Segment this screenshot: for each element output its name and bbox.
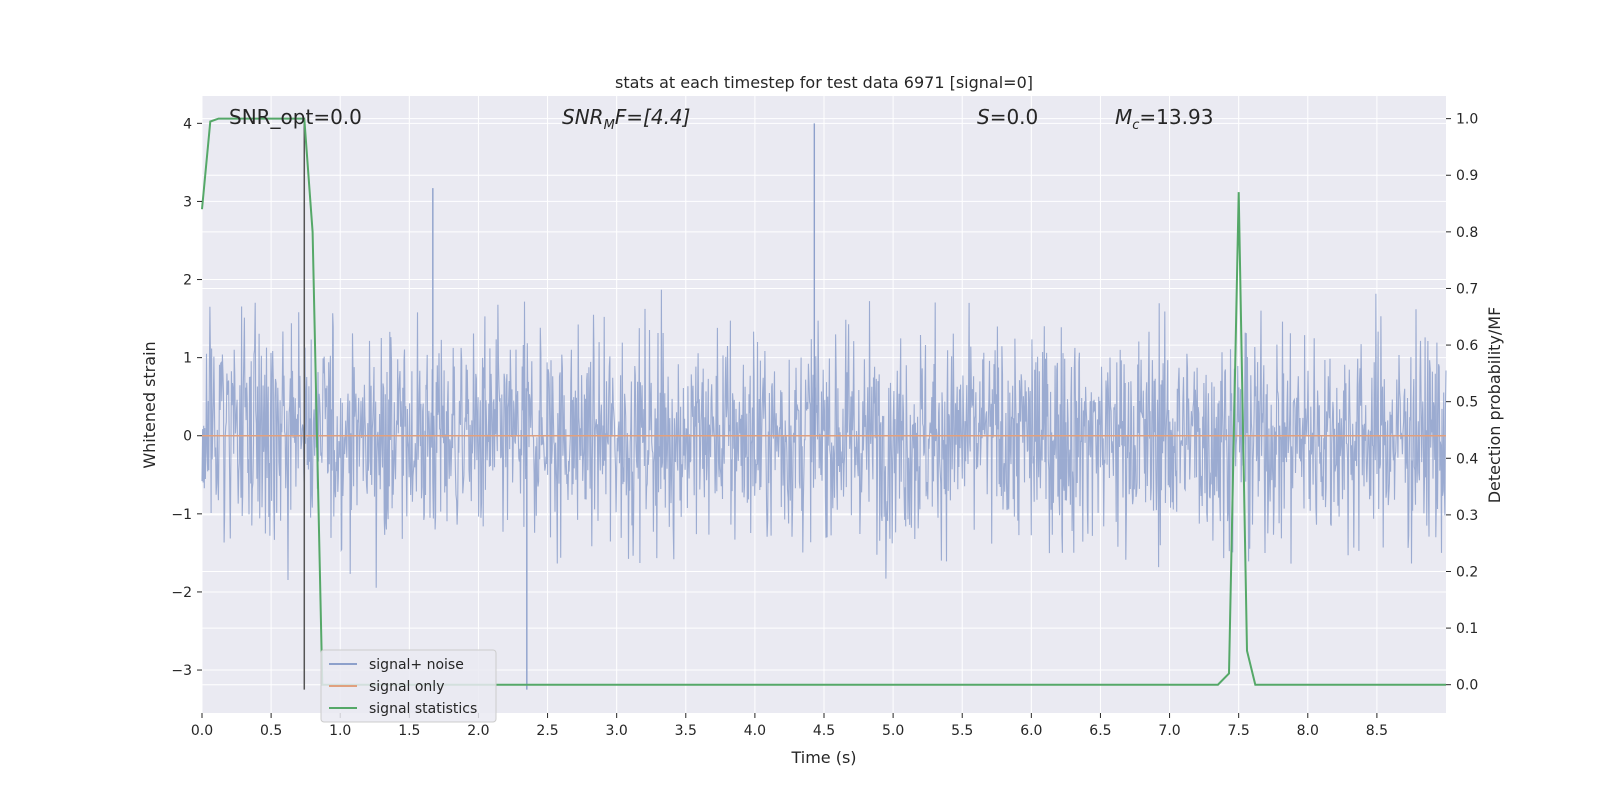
y-tick-label: −2 [171, 585, 192, 601]
legend-box [320, 649, 497, 723]
x-tick-label: 3.0 [606, 723, 628, 739]
y2-tick-label: 0.9 [1456, 168, 1478, 184]
x-axis-ticks: 0.0 0.5 1.0 1.5 2.0 2.5 3.0 3.5 4.0 4.5 5.0 5.5 6.0 6… [191, 713, 1388, 739]
legend-label-statistics: signal statistics [369, 701, 477, 717]
mc-base: M [1115, 105, 1132, 129]
legend-label-signal-only: signal only [369, 679, 444, 695]
y-tick-label: −3 [171, 663, 192, 679]
x-tick-label: 1.0 [329, 723, 351, 739]
y2-tick-label: 0.0 [1456, 678, 1478, 694]
x-tick-label: 2.0 [467, 723, 489, 739]
snr-mf-annotation: SNRMF=[4.4] [562, 105, 690, 133]
y2-axis-label: Detection probability/MF [1485, 307, 1504, 504]
x-tick-label: 8.0 [1297, 723, 1319, 739]
x-tick-label: 4.0 [744, 723, 766, 739]
mc-rest: =13.93 [1139, 105, 1213, 129]
y2-tick-label: 0.7 [1456, 281, 1478, 297]
y2-tick-label: 0.5 [1456, 395, 1478, 411]
x-tick-label: 5.5 [951, 723, 973, 739]
x-tick-label: 0.0 [191, 723, 213, 739]
mc-annotation: Mc=13.93 [1115, 105, 1213, 133]
x-tick-label: 5.0 [882, 723, 904, 739]
legend-label-noise: signal+ noise [369, 657, 464, 673]
y-tick-label: 3 [183, 194, 192, 210]
y-axis-label: Whitened strain [140, 341, 159, 468]
y-tick-label: −1 [171, 507, 192, 523]
chart-title: stats at each timestep for test data 697… [615, 73, 1033, 92]
x-tick-label: 8.5 [1366, 723, 1388, 739]
y2-tick-label: 0.1 [1456, 621, 1478, 637]
y2-tick-label: 0.4 [1456, 451, 1478, 467]
statistics-line [201, 117, 1446, 686]
x-tick-label: 7.5 [1228, 723, 1250, 739]
y-axis-ticks: −3 −2 −1 0 1 2 3 4 [171, 116, 202, 679]
s-stat-rest: =0.0 [990, 105, 1039, 129]
y2-tick-label: 1.0 [1456, 112, 1478, 128]
x-tick-label: 4.5 [813, 723, 835, 739]
y-tick-label: 2 [183, 273, 192, 289]
snr-mf-base: SNR [562, 105, 604, 129]
y2-tick-label: 0.2 [1456, 564, 1478, 580]
x-tick-label: 2.5 [536, 723, 558, 739]
x-tick-label: 0.5 [260, 723, 282, 739]
snr-mf-subscript: M [604, 118, 615, 133]
y-tick-label: 1 [183, 351, 192, 367]
mc-subscript: c [1132, 118, 1139, 133]
x-tick-label: 6.5 [1089, 723, 1111, 739]
noise-trace [201, 289, 1447, 588]
y-tick-label: 4 [183, 116, 192, 132]
s-stat-italic: S [977, 105, 990, 129]
y2-axis-ticks: 0.0 0.1 0.2 0.3 0.4 0.5 0.6 0.7 0.8 0.9 1.0 [1446, 112, 1478, 694]
signal-noise-series [201, 123, 1447, 690]
x-axis-label: Time (s) [790, 748, 856, 767]
x-tick-label: 1.5 [398, 723, 420, 739]
signal-statistics-series [201, 117, 1446, 686]
legend: signal+ noise signal only signal statist… [320, 649, 497, 723]
x-tick-label: 6.0 [1020, 723, 1042, 739]
y-tick-label: 0 [183, 429, 192, 445]
x-tick-label: 7.0 [1158, 723, 1180, 739]
x-tick-label: 3.5 [675, 723, 697, 739]
y2-tick-label: 0.3 [1456, 508, 1478, 524]
s-stat-annotation: S=0.0 [977, 105, 1038, 129]
snr-mf-rest: F=[4.4] [615, 105, 691, 129]
snr-opt-annotation: SNR_opt=0.0 [229, 105, 362, 129]
y2-tick-label: 0.8 [1456, 225, 1478, 241]
y2-tick-label: 0.6 [1456, 338, 1478, 354]
